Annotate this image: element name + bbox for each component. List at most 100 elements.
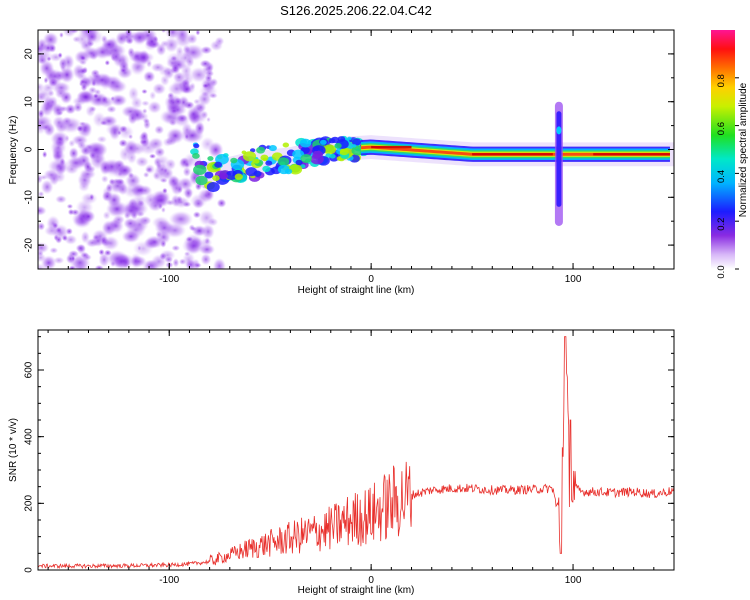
noise-blob <box>142 171 150 178</box>
noise-blob <box>181 237 206 255</box>
noise-blob <box>57 52 63 59</box>
noise-blob <box>78 59 88 66</box>
noise-blob <box>207 141 224 159</box>
noise-blob <box>209 40 223 52</box>
signal-blob <box>288 164 303 175</box>
noise-blob <box>184 161 190 168</box>
noise-blob <box>100 175 109 184</box>
noise-blob <box>161 30 167 34</box>
noise-blob <box>38 109 45 119</box>
noise-blob <box>160 74 170 87</box>
noise-blob <box>202 83 210 89</box>
noise-blob <box>206 116 211 123</box>
noise-blob <box>55 195 67 204</box>
snr-plot-area <box>38 336 674 570</box>
noise-blob <box>163 222 187 239</box>
snr-panel: -100 0 100 0 200 400 600 Height of straight l… <box>8 329 675 596</box>
signal-blob <box>334 143 342 149</box>
noise-blob <box>38 242 50 254</box>
signal-blob <box>268 144 277 152</box>
signal-blob <box>351 144 357 148</box>
noise-blob <box>53 256 65 265</box>
noise-blob <box>104 59 111 66</box>
noise-blob <box>65 227 73 236</box>
signal-blob <box>193 164 207 176</box>
noise-blob <box>107 218 124 234</box>
signal-blob <box>195 175 208 186</box>
signal-blob <box>242 151 257 162</box>
x-tick-label: 100 <box>565 575 582 586</box>
noise-blob <box>109 94 128 107</box>
spike-core <box>556 111 562 207</box>
signal-blob <box>262 165 271 173</box>
noise-blob <box>105 122 125 137</box>
noise-blob <box>91 72 114 88</box>
y-tick-label: 600 <box>24 361 35 378</box>
noise-blob <box>189 66 209 83</box>
spectrogram-plot-area <box>38 30 674 269</box>
y-tick-label: 200 <box>24 495 35 512</box>
noise-blob <box>182 166 192 177</box>
signal-blob <box>300 154 312 163</box>
band-peak <box>593 153 670 156</box>
noise-blob <box>50 138 67 156</box>
noise-blob <box>80 251 90 259</box>
noise-blob <box>176 30 188 41</box>
x-tick-label: 100 <box>565 274 582 285</box>
noise-blob <box>200 253 212 266</box>
noise-blob <box>124 30 133 38</box>
noise-blob <box>162 187 168 194</box>
noise-blob <box>76 125 84 133</box>
noise-blob <box>54 88 67 99</box>
snr-x-axis-label: Height of straight line (km) <box>298 585 415 596</box>
noise-blob <box>143 70 156 83</box>
noise-blob <box>145 166 153 173</box>
noise-blob <box>61 234 68 242</box>
signal-blob <box>300 164 306 169</box>
noise-blob <box>92 234 100 241</box>
signal-blob <box>249 148 256 153</box>
noise-blob <box>141 88 148 95</box>
figure-title: S126.2025.206.22.04.C42 <box>280 3 432 18</box>
noise-blob <box>135 156 149 168</box>
noise-blob <box>92 93 99 99</box>
noise-blob <box>121 229 141 244</box>
noise-blob <box>61 116 73 127</box>
noise-blob <box>38 191 45 198</box>
colorbar-gradient <box>711 30 735 269</box>
noise-blob <box>42 150 48 159</box>
noise-blob <box>79 168 97 180</box>
noise-blob <box>68 265 76 269</box>
noise-blob <box>131 30 147 46</box>
x-tick-label: -100 <box>159 274 179 285</box>
noise-blob <box>38 252 47 263</box>
y-tick-label: 20 <box>24 48 35 60</box>
noise-blob <box>59 32 64 39</box>
noise-blob <box>163 37 179 53</box>
signal-blob <box>253 170 262 177</box>
snr-y-ticks: 0 200 400 600 <box>24 336 674 573</box>
noise-blob <box>148 137 164 151</box>
colorbar-tick-label: 0.0 <box>716 265 727 278</box>
noise-blob <box>160 206 166 214</box>
noise-blob <box>200 110 209 119</box>
noise-blob <box>49 247 59 254</box>
noise-blob <box>141 100 150 107</box>
noise-blob <box>72 260 89 269</box>
y-tick-label: 0 <box>24 567 35 573</box>
noise-blob <box>66 203 74 210</box>
noise-blob <box>150 254 167 269</box>
y-tick-label: 0 <box>24 146 35 152</box>
noise-blob <box>127 111 138 125</box>
signal-blob <box>234 173 243 180</box>
noise-blob <box>96 135 108 144</box>
noise-blob <box>162 110 185 127</box>
noise-blob <box>81 210 96 223</box>
noise-blob <box>86 141 108 158</box>
noise-blob <box>181 84 192 94</box>
spectrogram-y-ticks: -20 -10 0 10 20 <box>24 29 674 270</box>
noise-blob <box>182 201 192 208</box>
noise-blob <box>78 121 86 127</box>
signal-blob <box>260 154 269 161</box>
